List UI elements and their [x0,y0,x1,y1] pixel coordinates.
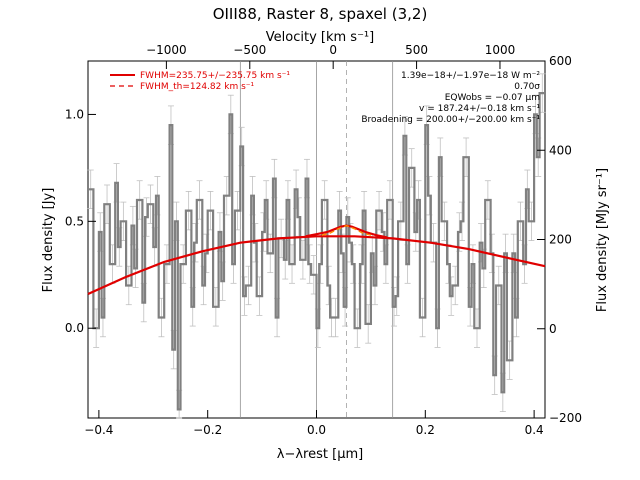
x-tick-label-3: 0.2 [416,423,435,437]
y2-tick-label-0: −200 [549,411,582,425]
legend-entry-1: FWHM=235.75+/−235.75 km s⁻¹ [140,71,290,81]
y2-tick-label-3: 400 [549,143,572,157]
data-layer [87,73,546,419]
x2-tick-label-0: −1000 [146,43,187,57]
chart-title: OIII88, Raster 8, spaxel (3,2) [213,5,428,23]
legend: FWHM=235.75+/−235.75 km s⁻¹ FWHM_th=124.… [110,71,290,92]
x-tick-label-4: 0.4 [525,423,544,437]
legend-entry-2: FWHM_th=124.82 km s⁻¹ [140,82,255,92]
x2-tick-label-3: 500 [405,43,428,57]
x-axis-label: λ−λrest [μm] [277,447,363,462]
annotation-velocity: v = 187.24+/−0.18 km s⁻¹ [419,104,540,114]
annotation-broadening: Broadening = 200.00+/−200.00 km s⁻¹ [361,115,540,125]
annotation-sigma: 0.70σ [514,82,540,92]
annotation-eqw: EQWobs = −0.07 μm [445,93,540,103]
fit-annotations: 1.39e−18+/−1.97e−18 W m⁻² 0.70σ EQWobs =… [361,71,540,125]
x2-tick-label-1: −500 [233,43,266,57]
y2-axis-label: Flux density [MJy sr⁻¹] [595,168,610,312]
x-tick-label-1: −0.2 [193,423,222,437]
series-fit-line-thermal [321,224,372,236]
y-tick-label-0: 0.0 [65,321,84,335]
x2-tick-label-2: 0 [329,43,337,57]
y2-tick-label-4: 600 [549,54,572,68]
y-tick-label-1: 0.5 [65,214,84,228]
y-axis-label: Flux density [Jy] [41,188,56,293]
y-tick-label-2: 1.0 [65,107,84,121]
y2-tick-label-2: 200 [549,233,572,247]
x2-axis-label: Velocity [km s⁻¹] [266,30,374,45]
series-fit-continuum [87,235,546,296]
fit-layer [87,224,546,296]
spectrum-histogram [88,92,545,411]
tick-layer: −0.4 −0.2 0.0 0.2 0.4 0.0 0.5 1.0 −200 0 200 400 600… [65,43,582,437]
x2-tick-label-4: 1000 [485,43,516,57]
annotation-flux: 1.39e−18+/−1.97e−18 W m⁻² [401,71,540,81]
x-tick-label-2: 0.0 [307,423,326,437]
y2-tick-label-1: 0 [549,322,557,336]
x-tick-label-0: −0.4 [84,423,113,437]
